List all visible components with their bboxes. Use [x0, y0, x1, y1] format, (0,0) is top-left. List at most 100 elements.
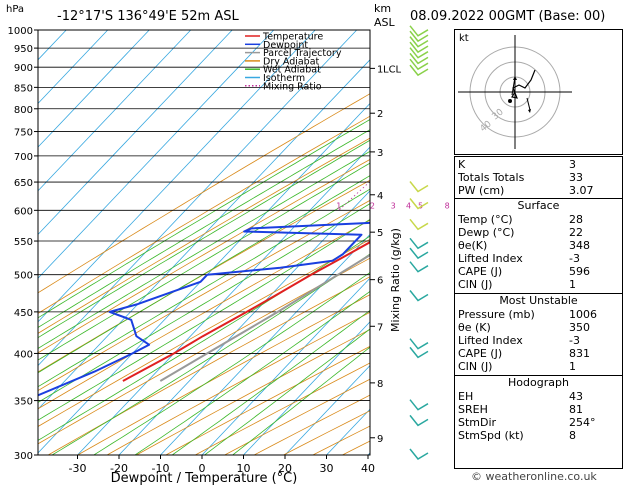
index-label: StmSpd (kt) [458, 429, 524, 442]
km-tick-label: 9 [377, 434, 383, 445]
index-value: 43 [569, 390, 583, 403]
index-label: CIN (J) [458, 278, 493, 291]
hodograph-arrow-head [528, 109, 531, 113]
hodograph-panel: kt 40 30 [454, 29, 623, 155]
plot-area [38, 30, 370, 455]
isotherm-line [118, 190, 370, 455]
legend-label: Parcel Trajectory [263, 48, 342, 59]
legend-label: Wet Adiabat [263, 65, 321, 76]
indices-top-block: K 3 Totals Totals 33 PW (cm) 3.07 [455, 157, 622, 199]
index-value: 1006 [569, 308, 597, 321]
isotherm-line [38, 30, 233, 236]
mixing-ratio-label: 3 [391, 201, 396, 210]
index-label: Pressure (mb) [458, 308, 535, 321]
x-axis-title: Dewpoint / Temperature (°C) [111, 471, 298, 486]
surface-title: Surface [517, 199, 560, 212]
wind-barb [409, 218, 429, 231]
hodograph-trace [511, 69, 536, 99]
index-value: 350 [569, 321, 590, 334]
isotherm-line [284, 364, 370, 455]
watermark: © weatheronline.co.uk [471, 470, 597, 483]
mixing-ratio-label: 4 [406, 201, 411, 210]
index-value: 8 [569, 429, 576, 442]
index-label: θe (K) [458, 321, 491, 334]
isotherm-line [38, 30, 275, 279]
series-parcel-trajectory [159, 253, 370, 382]
wet-adiabat-line [171, 309, 370, 455]
asl-label: ASL [374, 16, 396, 29]
y-tick-label: 400 [14, 349, 33, 360]
index-label: Lifted Index [458, 334, 523, 347]
wind-barb [409, 346, 429, 359]
index-row: Totals Totals 33 [455, 171, 622, 184]
wind-barb [409, 25, 429, 37]
x-tick-label: 10 [237, 462, 251, 475]
index-value: -3 [569, 252, 580, 265]
isotherm-line [38, 30, 109, 105]
y-tick-label: 800 [14, 105, 33, 116]
index-value: 1 [569, 360, 576, 373]
location-label: -12°17'S 136°49'E 52m ASL [57, 9, 239, 24]
wind-barb [409, 30, 429, 43]
index-row: Lifted Index -3 [455, 334, 622, 347]
mixing-ratio-label: 8 [445, 201, 450, 210]
index-row: θe (K) 350 [455, 321, 622, 334]
x-tick-label: -30 [69, 462, 87, 475]
wind-barb [409, 414, 429, 427]
isotherm-line [243, 321, 370, 455]
wind-barb [409, 58, 429, 71]
mixing-ratio-label: 2 [370, 201, 375, 210]
index-label: K [458, 158, 466, 171]
index-value: 348 [569, 239, 590, 252]
isotherm-line [38, 30, 192, 192]
index-row: θe(K) 348 [455, 239, 622, 252]
wet-adiabat-line [134, 290, 370, 455]
isotherm-line [38, 30, 150, 148]
km-tick-label: 1 [377, 64, 383, 75]
wind-barb [409, 399, 429, 411]
index-label: Totals Totals [458, 171, 525, 184]
index-value: 28 [569, 213, 583, 226]
wind-barb [409, 47, 429, 59]
series-dewpoint [38, 221, 370, 397]
x-tick-label: -20 [110, 462, 128, 475]
legend-label: Temperature [262, 32, 323, 43]
x-tick-label: 0 [199, 462, 206, 475]
y-tick-label: 600 [14, 206, 33, 217]
isotherm-line [160, 233, 370, 455]
wind-barb [409, 181, 429, 193]
dry-adiabat-line [38, 199, 370, 392]
index-row: Pressure (mb) 1006 [455, 308, 622, 321]
x-tick-label: 40 [361, 462, 375, 475]
y-tick-label: 300 [14, 451, 33, 462]
km-tick-label: 5 [377, 228, 383, 239]
y-tick-label: 350 [14, 397, 33, 408]
wet-adiabat-line [204, 328, 370, 455]
y-tick-label: 500 [14, 271, 33, 282]
km-label: km [374, 2, 391, 15]
y-tick-label: 700 [14, 152, 33, 163]
index-label: Lifted Index [458, 252, 523, 265]
mixing-ratio-axis-title: Mixing Ratio (g/kg) [389, 228, 402, 332]
km-tick-label: 2 [377, 109, 383, 120]
km-tick-label: 4 [377, 191, 383, 202]
isotherm-line [38, 30, 316, 323]
index-row: StmDir 254° [455, 416, 622, 429]
dry-adiabat-line [38, 257, 370, 445]
km-tick-label: 8 [377, 379, 383, 390]
index-value: 3.07 [569, 184, 594, 197]
wind-barb [409, 247, 429, 260]
mixing-ratio-label: 5 [418, 201, 423, 210]
index-value: 254° [569, 416, 596, 429]
wind-barb [409, 41, 429, 54]
index-row: SREH 81 [455, 403, 622, 416]
hodograph-storm-motion [508, 99, 512, 103]
index-label: EH [458, 390, 474, 403]
index-row: EH 43 [455, 390, 622, 403]
isotherm-line [38, 102, 370, 454]
index-label: CIN (J) [458, 360, 493, 373]
plot-frame [37, 29, 371, 456]
km-tick-label: 3 [377, 148, 383, 159]
index-label: StmDir [458, 416, 497, 429]
datetime-label: 08.09.2022 00GMT (Base: 00) [410, 9, 605, 24]
